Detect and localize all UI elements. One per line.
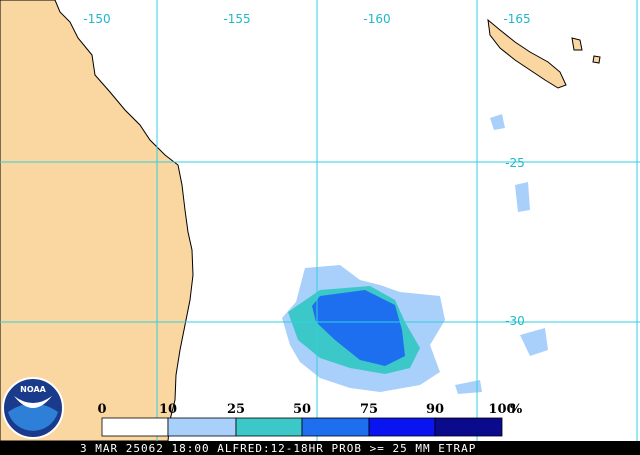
legend-swatch — [101, 417, 169, 437]
longitude-labels: -150 -155 -160 -165 — [83, 12, 530, 26]
island — [571, 37, 583, 51]
footer-text: 3 MAR 25062 18:00 ALFRED:12-18HR PROB >=… — [80, 442, 476, 455]
latitude-label: -30 — [505, 314, 525, 328]
footer-bar — [0, 441, 640, 455]
legend-label: 0 — [97, 402, 106, 417]
land-new-caledonia — [487, 18, 567, 89]
latitude-label: -25 — [505, 156, 525, 170]
legend-label: 75 — [360, 402, 378, 417]
longitude-label: -165 — [503, 12, 530, 26]
latitude-labels: -25 -30 — [505, 156, 525, 328]
longitude-label: -150 — [83, 12, 110, 26]
legend-label: 100 — [488, 402, 515, 417]
legend-swatch — [235, 417, 303, 437]
noaa-logo: NOAA — [2, 377, 64, 439]
legend-label: 10 — [159, 402, 177, 417]
legend-label: 90 — [426, 402, 444, 417]
prob-10-25 — [455, 380, 482, 394]
legend-unit: % — [510, 402, 523, 417]
longitude-label: -160 — [363, 12, 390, 26]
graticule — [0, 0, 640, 441]
legend: 0 10 25 50 75 90 100% — [97, 402, 523, 437]
prob-50-75 — [312, 290, 405, 366]
land-australia — [0, 0, 194, 442]
legend-swatch — [434, 417, 503, 437]
prob-10-25 — [490, 114, 505, 130]
prob-10-25 — [515, 182, 530, 212]
legend-label: 25 — [227, 402, 245, 417]
longitude-label: -155 — [223, 12, 250, 26]
legend-swatch — [167, 417, 237, 437]
legend-swatch — [301, 417, 370, 437]
legend-label: 50 — [293, 402, 311, 417]
prob-10-25 — [520, 328, 548, 356]
logo-text: NOAA — [20, 385, 46, 394]
legend-swatch — [368, 417, 436, 437]
island — [592, 55, 601, 64]
